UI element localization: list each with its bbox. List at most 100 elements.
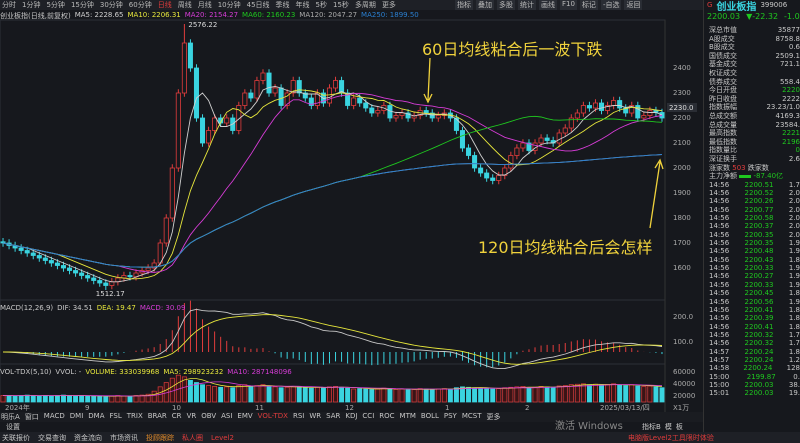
candle — [574, 112, 580, 119]
period-10[interactable]: 45日线 — [246, 1, 270, 9]
macd-tick: 200.0 — [673, 313, 693, 321]
period-6[interactable]: 日线 — [157, 1, 172, 9]
indicator-tab-20[interactable]: MTM — [399, 412, 416, 420]
volume-bar — [423, 388, 429, 403]
indicator-tab-1[interactable]: 窗口 — [24, 413, 39, 421]
period-0[interactable]: 分时 — [2, 1, 16, 9]
indicator-tab-23[interactable]: MCST — [461, 412, 482, 420]
tool-8[interactable]: 返回 — [624, 0, 643, 10]
vol-ma10-line — [3, 381, 663, 397]
tick-row: 14:57 2200.24 1.8 — [704, 348, 800, 356]
tick-list[interactable]: 14:56 2200.51 1.7 14:56 2200.52 2.0 14:56 2200.… — [704, 181, 800, 398]
stat-label: 国债成交 — [709, 51, 737, 60]
x-label: 9 — [85, 404, 89, 412]
tick-price: 2200.33 — [744, 280, 774, 289]
tick-vol: 2.0 — [788, 205, 800, 214]
indicator-tab-7[interactable]: BRAR — [147, 412, 167, 420]
volume-bar — [109, 395, 115, 403]
volume-bar — [411, 389, 417, 403]
tick-price: 2200.33 — [744, 264, 774, 273]
period-15[interactable]: 多周期 — [354, 1, 376, 9]
indicator-tab-22[interactable]: PSY — [443, 412, 457, 420]
indicator-tab-3[interactable]: DMI — [69, 412, 84, 420]
indicator-tab-12[interactable]: EMV — [237, 412, 253, 420]
period-7[interactable]: 周线 — [177, 1, 192, 9]
period-11[interactable]: 季线 — [275, 1, 290, 9]
tick-row: 14:56 2200.41 1.8 — [704, 323, 800, 331]
tool-4[interactable]: 画线 — [539, 0, 557, 10]
indicator-tab-16[interactable]: SAR — [326, 412, 341, 420]
period-14[interactable]: 15秒 — [333, 1, 349, 9]
indicator-b-button[interactable]: 指标B — [642, 423, 661, 431]
bottom-tab-3[interactable]: 市场资讯 — [110, 433, 138, 442]
volume-bar — [266, 386, 272, 403]
tick-price: 2200.24 — [744, 347, 774, 356]
indicator-tab-6[interactable]: TRIX — [126, 412, 143, 420]
period-2[interactable]: 5分钟 — [46, 1, 65, 9]
template-button[interactable]: 模 — [664, 423, 672, 431]
bottom-tab-6[interactable]: Level2 — [211, 433, 234, 442]
marker-g: G — [707, 1, 713, 9]
board-button[interactable]: 板 — [675, 423, 683, 431]
tool-3[interactable]: 统计 — [518, 0, 536, 10]
indicator-tab-14[interactable]: RSI — [292, 412, 305, 420]
period-13[interactable]: 5秒 — [315, 1, 328, 9]
kline-chart[interactable]: 2400 2300 2200 2100 2000 1900 1800 1700 1600 2230… — [0, 0, 703, 412]
annotation-ma120: 120日均线粘合后会怎样 — [478, 238, 653, 257]
volume-bar — [242, 384, 248, 403]
period-8[interactable]: 月线 — [197, 1, 212, 9]
indicator-tab-15[interactable]: WR — [309, 412, 322, 420]
candle — [611, 100, 617, 106]
bottom-tab-4[interactable]: 投顾跟踪 — [146, 433, 174, 442]
high-label: 2576.22 — [188, 21, 217, 29]
tool-5[interactable]: F10 — [560, 0, 577, 10]
indicator-tab-13[interactable]: VOL-TDX — [257, 412, 288, 420]
candle — [284, 92, 290, 106]
bottom-tab-0[interactable]: 关联报价 — [2, 433, 30, 442]
period-4[interactable]: 30分钟 — [99, 1, 123, 9]
tool-2[interactable]: 多股 — [497, 0, 515, 10]
tool-1[interactable]: 叠加 — [476, 0, 494, 10]
bottom-tab-2[interactable]: 资金流向 — [74, 433, 102, 442]
level2-promo[interactable]: 电脑版Level2工具限时体验 — [628, 434, 714, 442]
indicator-tab-19[interactable]: ROC — [379, 412, 395, 420]
tool-6[interactable]: 标记 — [579, 0, 598, 10]
volume-bar — [61, 394, 66, 403]
period-3[interactable]: 15分钟 — [70, 1, 94, 9]
indicator-tab-8[interactable]: CR — [171, 412, 182, 420]
tick-time: 14:57 — [709, 347, 730, 356]
candle — [351, 97, 357, 106]
bottom-tab-5[interactable]: 私人圈 — [182, 433, 203, 442]
indicator-tab-9[interactable]: VR — [186, 412, 197, 420]
period-5[interactable]: 60分钟 — [128, 1, 152, 9]
period-1[interactable]: 1分钟 — [22, 1, 41, 9]
period-9[interactable]: 10分钟 — [217, 1, 241, 9]
tool-7[interactable]: -自选 — [600, 0, 622, 10]
candle — [175, 92, 181, 169]
stat-row: 国债成交 2509.1 — [704, 52, 800, 61]
indicator-tab-24[interactable]: 更多 — [486, 413, 501, 421]
indicator-tab-4[interactable]: DMA — [88, 412, 105, 420]
candle — [399, 112, 405, 116]
period-16[interactable]: 更多 — [381, 1, 396, 9]
indicator-tab-21[interactable]: BOLL — [420, 412, 439, 420]
period-12[interactable]: 年线 — [295, 1, 310, 9]
bottom-tab-1[interactable]: 交易查询 — [38, 433, 66, 442]
settings-link[interactable]: 设置 — [6, 423, 20, 431]
volume-bar — [18, 395, 24, 403]
candle — [484, 172, 490, 179]
candle — [641, 115, 647, 119]
tick-vol: 0. — [793, 372, 800, 381]
indicator-tab-2[interactable]: MACD — [43, 412, 65, 420]
indicator-tab-11[interactable]: ASI — [221, 412, 233, 420]
indicator-tab-10[interactable]: OBV — [201, 412, 217, 420]
tool-0[interactable]: 指标 — [455, 0, 473, 10]
volume-bar — [538, 386, 544, 403]
indicator-tab-18[interactable]: CCI — [362, 412, 375, 420]
indicator-tab-17[interactable]: KDJ — [345, 412, 358, 420]
stat-row: 深总市值 35877 — [704, 26, 800, 35]
y-tick: 1800 — [673, 214, 691, 222]
indicator-tab-0[interactable]: 明乐A — [1, 413, 20, 421]
stat-value: 23.23/1.0 — [766, 103, 800, 112]
indicator-tab-5[interactable]: FSL — [109, 412, 122, 420]
